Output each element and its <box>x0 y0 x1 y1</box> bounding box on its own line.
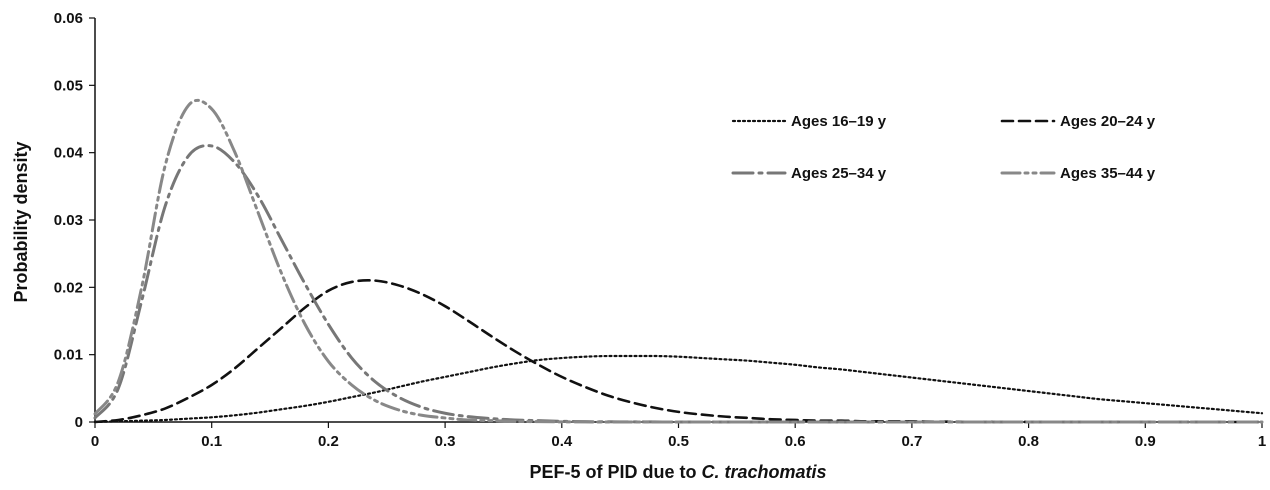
y-tick-label: 0.02 <box>54 279 83 296</box>
legend-label-3: Ages 25–34 y <box>791 165 887 182</box>
x-tick-label: 0 <box>91 433 99 450</box>
x-tick-label: 0.6 <box>785 433 806 450</box>
y-tick-label: 0.06 <box>54 10 83 27</box>
series <box>93 98 1264 424</box>
y-axis-title: Probability density <box>11 141 31 302</box>
y-tick-label: 0 <box>75 414 83 431</box>
y-tick-label: 0.04 <box>54 145 84 162</box>
series-line-2 <box>93 279 1264 424</box>
y-tick-label: 0.01 <box>54 347 83 364</box>
series-line-3 <box>93 144 1264 424</box>
x-tick-label: 0.7 <box>901 433 922 450</box>
x-tick-label: 0.9 <box>1135 433 1156 450</box>
legend: Ages 16–19 y Ages 20–24 y Ages 25–34 y Ages… <box>731 113 1156 182</box>
y-tick-label: 0.03 <box>54 212 83 229</box>
y-tick-label: 0.05 <box>54 77 83 94</box>
legend-label-4: Ages 35–44 y <box>1060 165 1156 182</box>
x-tick-label: 0.2 <box>318 433 339 450</box>
legend-label-1: Ages 16–19 y <box>791 113 887 130</box>
x-tick-label: 0.5 <box>668 433 689 450</box>
x-tick-label: 1 <box>1258 433 1266 450</box>
x-axis-title: PEF-5 of PID due to C. trachomatis <box>529 462 826 482</box>
x-tick-label: 0.8 <box>1018 433 1039 450</box>
x-tick-label: 0.4 <box>551 433 573 450</box>
series-line-4 <box>93 98 1264 424</box>
x-tick-label: 0.3 <box>435 433 456 450</box>
legend-label-2: Ages 20–24 y <box>1060 113 1156 130</box>
series-line-1 <box>93 354 1264 424</box>
x-tick-label: 0.1 <box>201 433 222 450</box>
ticks: 0 0.01 0.02 0.03 0.04 0.05 0.06 0 0.1 0.2 0.3 0.4 0.… <box>54 10 1266 450</box>
